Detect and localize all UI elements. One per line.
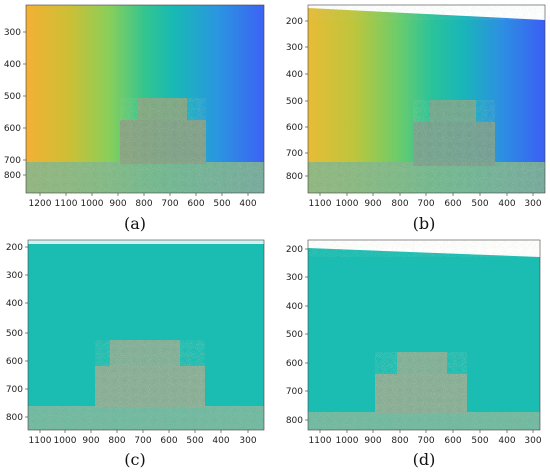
x-tick-label: 800 xyxy=(391,199,408,209)
y-tick-label: 200 xyxy=(286,245,303,255)
x-tick-label: 400 xyxy=(239,199,256,209)
y-tick-label: 800 xyxy=(286,416,303,426)
y-tick-label: 500 xyxy=(6,329,23,339)
panel-a-x-axis: 1200 1100 1000 900 800 700 600 500 400 xyxy=(29,193,257,209)
y-tick-label: 600 xyxy=(286,123,303,133)
x-tick-label: 500 xyxy=(213,199,230,209)
x-tick-label: 600 xyxy=(187,199,204,209)
panel-a-excavator xyxy=(120,98,206,164)
x-tick-label: 1000 xyxy=(336,199,359,209)
panel-c-y-axis: 200 300 400 500 600 700 800 xyxy=(6,243,28,423)
y-tick-label: 600 xyxy=(4,124,21,134)
x-tick-label: 1200 xyxy=(29,199,52,209)
x-tick-label: 300 xyxy=(524,436,541,446)
x-tick-label: 600 xyxy=(160,436,177,446)
y-tick-label: 700 xyxy=(286,387,303,397)
y-tick-label: 800 xyxy=(286,172,303,182)
panel-b-x-axis: 1100 1000 900 800 700 600 500 400 300 xyxy=(309,193,542,209)
y-tick-label: 400 xyxy=(6,299,23,309)
y-tick-label: 600 xyxy=(286,359,303,369)
y-tick-label: 500 xyxy=(4,92,21,102)
y-tick-label: 800 xyxy=(6,413,23,423)
y-tick-label: 800 xyxy=(4,171,21,181)
panel-a-image xyxy=(25,4,265,194)
panel-b-y-axis: 200 300 400 500 600 700 800 xyxy=(286,17,308,182)
x-tick-label: 800 xyxy=(108,436,125,446)
y-tick-label: 300 xyxy=(6,271,23,281)
x-tick-label: 400 xyxy=(498,199,515,209)
y-tick-label: 500 xyxy=(286,330,303,340)
panel-a-y-axis: 300 400 500 600 700 800 xyxy=(4,28,26,181)
panel-a: 300 400 500 600 700 800 1200 1100 1000 900 800 700… xyxy=(0,0,275,236)
x-tick-label: 300 xyxy=(524,199,541,209)
x-tick-label: 1100 xyxy=(309,199,332,209)
x-tick-label: 900 xyxy=(82,436,99,446)
y-tick-label: 300 xyxy=(286,273,303,283)
panel-b-image xyxy=(307,4,546,194)
x-tick-label: 700 xyxy=(417,199,434,209)
y-tick-label: 200 xyxy=(286,17,303,27)
panel-b-excavator xyxy=(413,100,495,166)
panel-a-caption: (a) xyxy=(123,214,147,233)
x-tick-label: 1100 xyxy=(29,436,52,446)
x-tick-label: 1000 xyxy=(336,436,359,446)
x-tick-label: 700 xyxy=(161,199,178,209)
y-tick-label: 700 xyxy=(286,149,303,159)
x-tick-label: 1000 xyxy=(54,436,77,446)
panel-c-image xyxy=(27,239,265,431)
y-tick-label: 300 xyxy=(286,43,303,53)
x-tick-label: 1100 xyxy=(309,436,332,446)
panel-c-x-axis: 1100 1000 900 800 700 600 500 400 300 xyxy=(29,430,257,446)
y-tick-label: 400 xyxy=(286,70,303,80)
y-tick-label: 600 xyxy=(6,357,23,367)
panel-c: 200 300 400 500 600 700 800 1100 1000 900 800 700 6… xyxy=(0,236,275,472)
y-tick-label: 700 xyxy=(4,156,21,166)
panel-d: 200 300 400 500 600 700 800 1100 1000 900 800 700 6… xyxy=(275,236,550,472)
x-tick-label: 900 xyxy=(109,199,126,209)
x-tick-label: 500 xyxy=(471,199,488,209)
x-tick-label: 500 xyxy=(186,436,203,446)
x-tick-label: 900 xyxy=(364,199,381,209)
x-tick-label: 400 xyxy=(498,436,515,446)
x-tick-label: 600 xyxy=(444,436,461,446)
y-tick-label: 700 xyxy=(6,385,23,395)
panel-a-figure: 300 400 500 600 700 800 1200 1100 1000 900 800 700… xyxy=(4,4,265,209)
panel-c-caption: (c) xyxy=(124,450,146,469)
panel-b-caption: (b) xyxy=(412,214,436,233)
panel-b: 200 300 400 500 600 700 800 1100 1000 900 800 700 6… xyxy=(275,0,550,236)
panel-c-excavator xyxy=(95,340,205,408)
x-tick-label: 1000 xyxy=(81,199,104,209)
x-tick-label: 900 xyxy=(364,436,381,446)
x-tick-label: 1100 xyxy=(55,199,78,209)
panel-d-image xyxy=(307,239,541,431)
panel-d-x-axis: 1100 1000 900 800 700 600 500 400 300 xyxy=(309,430,542,446)
panel-d-y-axis: 200 300 400 500 600 700 800 xyxy=(286,245,308,426)
x-tick-label: 700 xyxy=(134,436,151,446)
x-tick-label: 800 xyxy=(135,199,152,209)
panel-d-excavator xyxy=(375,352,467,414)
x-tick-label: 400 xyxy=(212,436,229,446)
y-tick-label: 500 xyxy=(286,97,303,107)
x-tick-label: 700 xyxy=(417,436,434,446)
panel-b-figure: 200 300 400 500 600 700 800 1100 1000 900 800 700 6… xyxy=(286,4,546,209)
y-tick-label: 300 xyxy=(4,28,21,38)
x-tick-label: 300 xyxy=(239,436,256,446)
panel-d-caption: (d) xyxy=(412,450,436,469)
y-tick-label: 400 xyxy=(4,60,21,70)
x-tick-label: 800 xyxy=(391,436,408,446)
y-tick-label: 400 xyxy=(286,302,303,312)
x-tick-label: 600 xyxy=(444,199,461,209)
panel-d-figure: 200 300 400 500 600 700 800 1100 1000 900 800 700 6… xyxy=(286,239,542,446)
y-tick-label: 200 xyxy=(6,243,23,253)
panel-c-figure: 200 300 400 500 600 700 800 1100 1000 900 800 700 6… xyxy=(6,239,265,446)
x-tick-label: 500 xyxy=(471,436,488,446)
